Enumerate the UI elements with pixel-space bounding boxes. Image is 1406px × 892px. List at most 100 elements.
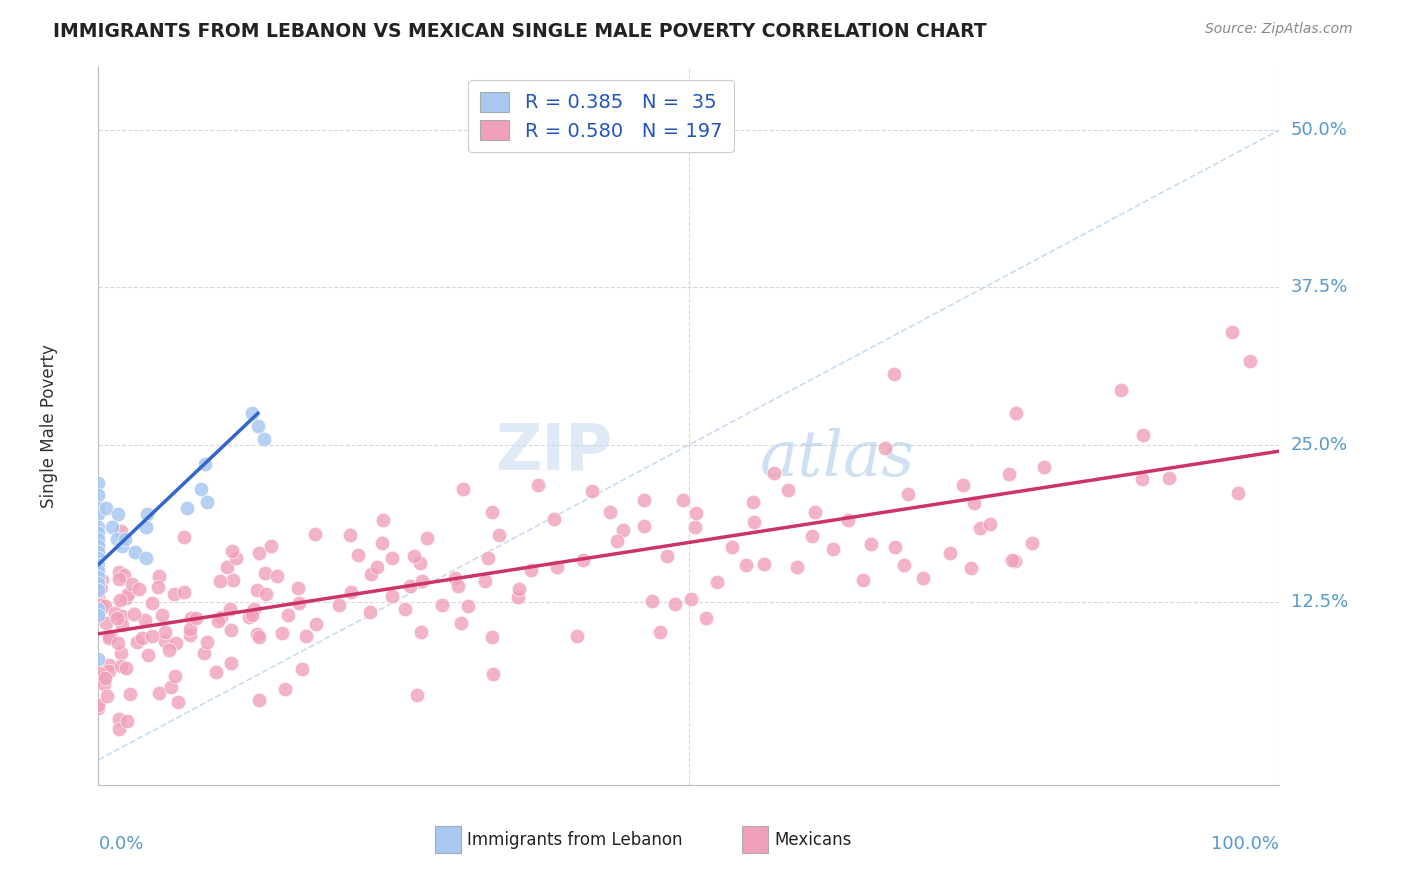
Point xyxy=(87,569,110,583)
Point xyxy=(87,582,110,597)
Point xyxy=(87,698,110,713)
Point xyxy=(405,688,427,702)
Point xyxy=(508,582,530,596)
Point xyxy=(254,587,277,601)
Text: IMMIGRANTS FROM LEBANON VS MEXICAN SINGLE MALE POVERTY CORRELATION CHART: IMMIGRANTS FROM LEBANON VS MEXICAN SINGL… xyxy=(53,22,987,41)
Point xyxy=(786,560,808,574)
Point xyxy=(664,598,686,612)
Point xyxy=(837,513,859,527)
Point xyxy=(98,632,121,646)
Point xyxy=(852,573,875,587)
Text: 0.0%: 0.0% xyxy=(98,835,143,854)
Point xyxy=(238,610,260,624)
Point xyxy=(247,693,270,707)
Point xyxy=(243,601,266,615)
Point xyxy=(359,605,381,619)
Point xyxy=(481,630,503,644)
Point xyxy=(1227,485,1250,500)
Point xyxy=(860,537,883,551)
Point xyxy=(105,533,128,547)
Point xyxy=(141,596,163,610)
Point xyxy=(371,536,394,550)
Point xyxy=(527,478,550,492)
Point xyxy=(195,494,218,508)
Point xyxy=(246,419,269,434)
Point xyxy=(447,579,470,593)
Point xyxy=(107,507,129,521)
Point xyxy=(404,549,426,563)
Point xyxy=(253,432,276,446)
Point xyxy=(135,551,157,566)
Point xyxy=(305,617,328,632)
Point xyxy=(90,581,112,595)
Point xyxy=(110,659,132,673)
Point xyxy=(381,550,404,565)
Point xyxy=(443,571,465,585)
Point xyxy=(742,495,765,509)
Point xyxy=(148,686,170,700)
Point xyxy=(190,482,212,496)
Point xyxy=(291,662,314,676)
Point xyxy=(194,457,217,471)
Point xyxy=(90,573,112,587)
Point xyxy=(612,523,634,537)
Point xyxy=(720,541,742,555)
Point xyxy=(111,539,134,553)
Point xyxy=(98,664,121,678)
Point xyxy=(115,714,138,728)
Point xyxy=(288,596,311,610)
Point xyxy=(93,677,115,691)
Point xyxy=(148,569,170,583)
Point xyxy=(195,635,218,649)
Point xyxy=(776,483,799,497)
Text: 12.5%: 12.5% xyxy=(1291,593,1348,611)
Point xyxy=(506,590,529,604)
Text: ZIP: ZIP xyxy=(495,420,612,482)
Point xyxy=(150,608,173,623)
Point xyxy=(339,528,361,542)
Text: Single Male Poverty: Single Male Poverty xyxy=(39,344,58,508)
Point xyxy=(87,652,110,666)
Point xyxy=(1032,460,1054,475)
Point xyxy=(135,519,157,533)
Point xyxy=(87,564,110,578)
Point xyxy=(136,648,159,662)
Point xyxy=(98,629,121,643)
Point xyxy=(153,633,176,648)
Point xyxy=(117,587,139,601)
Point xyxy=(122,607,145,621)
Point xyxy=(1004,405,1026,419)
Point xyxy=(685,506,707,520)
Point xyxy=(87,526,110,541)
Point xyxy=(208,574,231,588)
Point xyxy=(952,477,974,491)
Point xyxy=(153,624,176,639)
Point xyxy=(474,574,496,589)
Point xyxy=(136,507,159,521)
Point xyxy=(173,585,195,599)
Point xyxy=(165,636,187,650)
Point xyxy=(1004,554,1026,568)
Point xyxy=(648,624,671,639)
Point xyxy=(219,602,242,616)
Text: atlas: atlas xyxy=(759,427,915,489)
Point xyxy=(633,519,655,533)
Point xyxy=(111,608,134,623)
Point xyxy=(801,529,824,543)
Point xyxy=(87,475,110,490)
Point xyxy=(1132,428,1154,442)
Point xyxy=(360,566,382,581)
Point xyxy=(124,545,146,559)
Point xyxy=(744,515,766,529)
Point xyxy=(399,579,422,593)
Point xyxy=(240,406,263,420)
Point xyxy=(87,591,110,605)
Point xyxy=(695,611,717,625)
Point xyxy=(340,584,363,599)
Point xyxy=(110,524,132,539)
Point xyxy=(959,561,981,575)
Point xyxy=(875,441,897,455)
Point xyxy=(683,520,706,534)
Point xyxy=(110,646,132,660)
Point xyxy=(108,566,131,580)
